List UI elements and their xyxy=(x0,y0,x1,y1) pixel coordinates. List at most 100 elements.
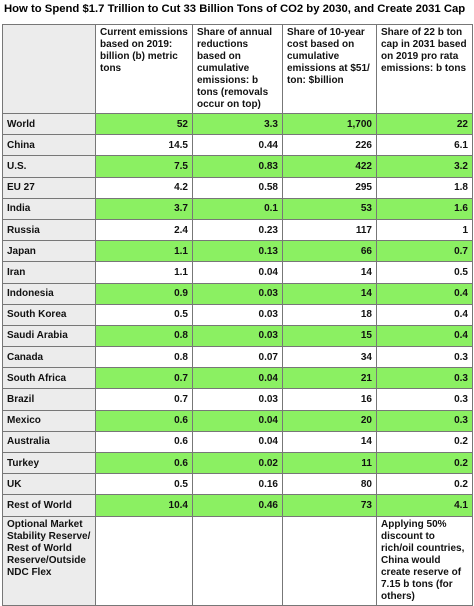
row-label: South Africa xyxy=(2,367,96,390)
cell: 117 xyxy=(282,218,377,242)
cell: 0.6 xyxy=(95,451,193,475)
cell: 0.3 xyxy=(376,409,473,432)
cell: 7.5 xyxy=(95,155,193,178)
table-row: UK 0.5 0.16 80 0.2 xyxy=(2,473,473,496)
cell: 0.5 xyxy=(95,473,193,496)
cell: 0.6 xyxy=(95,430,193,454)
cell: 1.1 xyxy=(95,240,193,263)
cell: 0.58 xyxy=(192,176,283,199)
cell xyxy=(95,515,193,606)
table-row: Mexico 0.6 0.04 20 0.3 xyxy=(2,409,473,432)
row-label: Turkey xyxy=(2,451,96,475)
cell: 295 xyxy=(282,176,377,199)
cell: 14 xyxy=(282,430,377,454)
cell: 0.3 xyxy=(376,388,473,411)
cell: 14 xyxy=(282,282,377,305)
header-cell: Share of annual reductions based on cumu… xyxy=(192,24,283,114)
cell: 0.4 xyxy=(376,324,473,348)
cell: 0.02 xyxy=(192,451,283,475)
cell: 0.5 xyxy=(95,303,193,326)
cell: 0.13 xyxy=(192,240,283,263)
cell: 18 xyxy=(282,303,377,326)
cell: 3.3 xyxy=(192,112,283,136)
cell: 4.2 xyxy=(95,176,193,199)
row-label: Russia xyxy=(2,218,96,242)
cell: 0.7 xyxy=(95,388,193,411)
cell: 16 xyxy=(282,388,377,411)
cell: 1.1 xyxy=(95,261,193,284)
row-label: South Korea xyxy=(2,303,96,326)
footer-row: Optional Market Stability Reserve/ Rest … xyxy=(2,515,473,606)
cell: 14 xyxy=(282,261,377,284)
row-label: Indonesia xyxy=(2,282,96,305)
cell: 0.9 xyxy=(95,282,193,305)
row-label: Rest of World xyxy=(2,494,96,517)
emissions-table: Current emissions based on 2019: billion… xyxy=(2,24,473,606)
note-cell: Applying 50% discount to rich/oil countr… xyxy=(376,515,473,606)
table-row: South Africa 0.7 0.04 21 0.3 xyxy=(2,367,473,390)
cell: 0.3 xyxy=(376,367,473,390)
cell: 73 xyxy=(282,494,377,517)
row-label: Iran xyxy=(2,261,96,284)
cell: 0.7 xyxy=(376,240,473,263)
cell: 1,700 xyxy=(282,112,377,136)
cell: 2.4 xyxy=(95,218,193,242)
table-row: U.S. 7.5 0.83 422 3.2 xyxy=(2,155,473,178)
cell: 3.7 xyxy=(95,197,193,220)
table-row: Iran 1.1 0.04 14 0.5 xyxy=(2,261,473,284)
row-label: Japan xyxy=(2,240,96,263)
page: How to Spend $1.7 Trillion to Cut 33 Bil… xyxy=(2,3,473,606)
row-label: U.S. xyxy=(2,155,96,178)
cell: 53 xyxy=(282,197,377,220)
cell: 0.04 xyxy=(192,261,283,284)
cell: 0.46 xyxy=(192,494,283,517)
cell: 0.1 xyxy=(192,197,283,220)
cell: 0.04 xyxy=(192,409,283,432)
table-row: Canada 0.8 0.07 34 0.3 xyxy=(2,346,473,369)
cell: 10.4 xyxy=(95,494,193,517)
cell: 1 xyxy=(376,218,473,242)
cell: 0.44 xyxy=(192,134,283,157)
header-row: Current emissions based on 2019: billion… xyxy=(2,24,473,114)
table-row: Indonesia 0.9 0.03 14 0.4 xyxy=(2,282,473,305)
cell: 4.1 xyxy=(376,494,473,517)
cell: 14.5 xyxy=(95,134,193,157)
row-label: UK xyxy=(2,473,96,496)
header-cell: Share of 10-year cost based on cumulativ… xyxy=(282,24,377,114)
cell: 0.8 xyxy=(95,324,193,348)
header-cell: Share of 22 b ton cap in 2031 based on 2… xyxy=(376,24,473,114)
cell: 0.4 xyxy=(376,282,473,305)
table-row: India 3.7 0.1 53 1.6 xyxy=(2,197,473,220)
cell: 20 xyxy=(282,409,377,432)
table-row: Russia 2.4 0.23 117 1 xyxy=(2,218,473,242)
cell: 0.7 xyxy=(95,367,193,390)
cell: 22 xyxy=(376,112,473,136)
row-label: Saudi Arabia xyxy=(2,324,96,348)
row-label: Mexico xyxy=(2,409,96,432)
cell: 422 xyxy=(282,155,377,178)
cell: 226 xyxy=(282,134,377,157)
table-row: Brazil 0.7 0.03 16 0.3 xyxy=(2,388,473,411)
header-cell xyxy=(2,24,96,114)
cell: 80 xyxy=(282,473,377,496)
table-row: Saudi Arabia 0.8 0.03 15 0.4 xyxy=(2,324,473,348)
cell: 0.6 xyxy=(95,409,193,432)
cell: 0.83 xyxy=(192,155,283,178)
row-label: Australia xyxy=(2,430,96,454)
cell xyxy=(282,515,377,606)
cell: 0.04 xyxy=(192,367,283,390)
cell: 1.6 xyxy=(376,197,473,220)
cell: 0.16 xyxy=(192,473,283,496)
table-body: World 52 3.3 1,700 22 China 14.5 0.44 226 6.1 U.S.… xyxy=(2,112,473,606)
cell: 0.3 xyxy=(376,346,473,369)
cell: 6.1 xyxy=(376,134,473,157)
cell: 0.03 xyxy=(192,303,283,326)
cell: 21 xyxy=(282,367,377,390)
cell: 0.8 xyxy=(95,346,193,369)
table-row: Australia 0.6 0.04 14 0.2 xyxy=(2,430,473,454)
table-row: EU 27 4.2 0.58 295 1.8 xyxy=(2,176,473,199)
row-label: Canada xyxy=(2,346,96,369)
table-row: China 14.5 0.44 226 6.1 xyxy=(2,134,473,157)
cell: 0.4 xyxy=(376,303,473,326)
cell: 0.03 xyxy=(192,388,283,411)
